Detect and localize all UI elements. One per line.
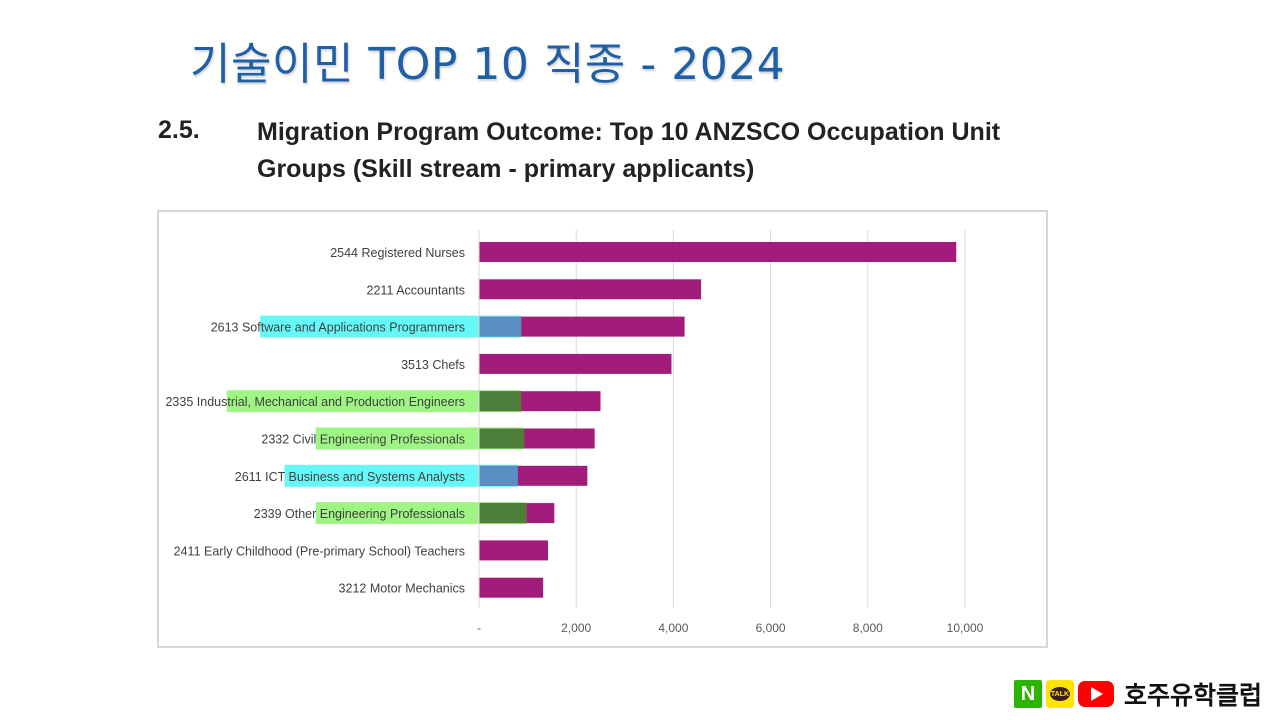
chart-frame: - 2,000 4,000 6,000 8,000 10,000 2544 Register…: [157, 210, 1048, 648]
category-label: 2332 Civil Engineering Professionals: [261, 433, 465, 447]
category-label-prefix: 2335 Indust: [165, 395, 231, 409]
x-tick-label: 2,000: [561, 621, 591, 635]
x-tick-label: 6,000: [756, 621, 786, 635]
category-label-prefix: 2611 ICT: [235, 470, 289, 484]
slide-title: 기술이민 TOP 10 직종 - 2024: [190, 39, 786, 90]
x-tick-label: 10,000: [947, 621, 984, 635]
category-label-prefix: 2613 Soft: [211, 321, 265, 335]
kakaotalk-icon[interactable]: TALK: [1045, 680, 1074, 708]
category-label-highlighted: Engineering Professionals: [320, 433, 465, 447]
naver-icon[interactable]: N: [1013, 680, 1042, 708]
category-label-prefix: 2411 Early Childhood (Pre-primary School…: [174, 544, 465, 558]
category-label: 2211 Accountants: [367, 283, 465, 297]
section-number: 2.5.: [158, 116, 200, 144]
category-label: 2544 Registered Nurses: [330, 246, 465, 260]
bar-highlight-overlay: [479, 316, 522, 337]
category-label: 3513 Chefs: [401, 358, 465, 372]
youtube-icon[interactable]: [1077, 681, 1114, 707]
text-highlight-marker: [315, 502, 527, 525]
category-label: 2611 ICT Business and Systems Analysts: [235, 470, 465, 484]
category-label-prefix: 2332 Civil: [261, 433, 319, 447]
category-label-highlighted: ware and Applications Programmers: [263, 321, 465, 335]
category-label: 3212 Motor Mechanics: [339, 582, 465, 596]
category-label-prefix: 2211 Accountants: [367, 283, 465, 297]
category-label-prefix: 3513 Chefs: [401, 358, 465, 372]
text-highlight-marker: [260, 315, 522, 338]
category-label-highlighted: Business and Systems Analysts: [289, 470, 465, 484]
bar: [479, 242, 957, 262]
brand-name: 호주유학클럽: [1123, 681, 1262, 710]
category-label: 2335 Industrial, Mechanical and Producti…: [165, 395, 465, 409]
category-label-prefix: 2339 Other: [254, 507, 320, 521]
kakaotalk-label: TALK: [1049, 687, 1070, 701]
category-label: 2613 Software and Applications Programme…: [211, 321, 465, 335]
bar: [479, 353, 672, 374]
x-tick-label: 8,000: [853, 621, 883, 635]
section-title: Migration Program Outcome: Top 10 ANZSCO…: [257, 118, 1001, 183]
bar-chart: - 2,000 4,000 6,000 8,000 10,000 2544 Register…: [165, 230, 984, 635]
bar-highlight-overlay: [479, 391, 522, 412]
category-label-highlighted: rial, Mechanical and Production Engineer…: [231, 395, 465, 409]
bar-highlight-overlay: [479, 503, 527, 524]
category-label-prefix: 3212 Motor Mechanics: [339, 582, 465, 596]
text-highlight-marker: [284, 464, 518, 487]
bar: [479, 540, 549, 561]
bar-highlight-overlay: [479, 428, 525, 449]
text-highlight-marker: [226, 390, 522, 413]
bar: [479, 316, 685, 337]
bar-highlight-overlay: [479, 465, 518, 486]
x-tick-label: 4,000: [658, 621, 688, 635]
category-label-highlighted: Engineering Professionals: [320, 507, 465, 521]
category-label: 2339 Other Engineering Professionals: [254, 507, 465, 521]
bar: [479, 279, 702, 300]
x-tick-label: -: [477, 621, 481, 635]
category-label-prefix: 2544 Registered Nurses: [330, 246, 465, 260]
bar: [479, 577, 544, 598]
brand-footer: N TALK 호주유학클럽: [1013, 676, 1262, 712]
category-label: 2411 Early Childhood (Pre-primary School…: [174, 544, 465, 558]
text-highlight-marker: [315, 427, 525, 450]
